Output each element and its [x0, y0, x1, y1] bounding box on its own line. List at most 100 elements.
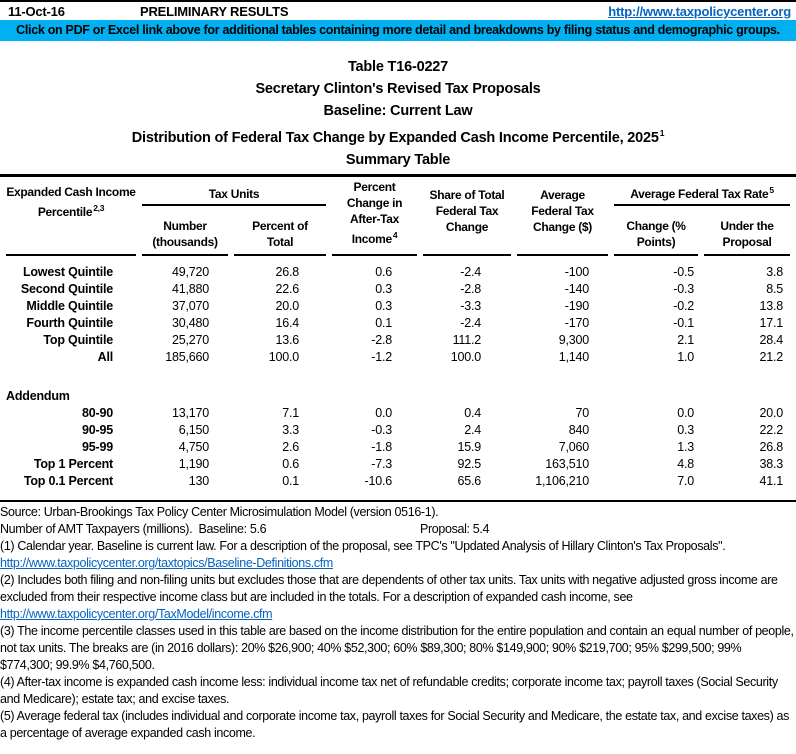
header-share-of-total: Share of Total Federal Tax Change	[423, 178, 512, 256]
cell: 0.3	[375, 281, 393, 296]
preliminary-results-label: PRELIMINARY RESULTS	[140, 4, 289, 19]
cell: 0.3	[677, 422, 695, 437]
header-average-tax-change: Average Federal Tax Change ($)	[517, 178, 609, 256]
footnote: (5) Average federal tax (includes indivi…	[0, 708, 790, 740]
cell: 6,150	[178, 422, 209, 437]
footnote-link-row: http://www.taxpolicycenter.org/TaxModel/…	[0, 606, 796, 623]
cell: 4,750	[178, 439, 209, 454]
note-link[interactable]: http://www.taxpolicycenter.org/taxtopics…	[0, 555, 333, 570]
cell: 9,300	[558, 332, 590, 347]
cell: 22.2	[759, 422, 784, 437]
cell: 0.6	[282, 456, 300, 471]
distribution-title: Distribution of Federal Tax Change by Ex…	[131, 128, 665, 146]
header-under-the-proposal: Under the Proposal	[704, 206, 791, 256]
cell: 4.8	[677, 456, 695, 471]
amt-taxpayers-row: Number of AMT Taxpayers (millions). Base…	[0, 521, 796, 538]
cell: -170	[564, 315, 590, 330]
cell: 92.5	[457, 456, 482, 471]
cell: 26.8	[759, 439, 784, 454]
footnote: (1) Calendar year. Baseline is current l…	[0, 538, 726, 553]
footnotes: Source: Urban-Brookings Tax Policy Cente…	[0, 504, 796, 742]
table-row: Top 1 Percent 1,190 0.6 -7.3 92.5 163,510 4.8 3…	[6, 456, 790, 473]
cell: 22.6	[275, 281, 300, 296]
cell: 7.0	[677, 473, 695, 488]
summary-table: Expanded Cash Income Percentile2,3 Tax U…	[0, 178, 796, 490]
cell: 17.1	[759, 315, 784, 330]
cell: 0.1	[282, 473, 300, 488]
spacer	[6, 366, 790, 388]
row-label: All	[97, 349, 114, 364]
table-row: Lowest Quintile 49,720 26.8 0.6 -2.4 -100 -0.5…	[6, 264, 790, 281]
table-row: Fourth Quintile 30,480 16.4 0.1 -2.4 -170 -0.1…	[6, 315, 790, 332]
cell: 2.4	[464, 422, 482, 437]
addendum-label: Addendum	[6, 388, 70, 403]
cell: -0.3	[673, 281, 695, 296]
cell: 8.5	[766, 281, 784, 296]
cell: -0.5	[673, 264, 695, 279]
table-row: Top Quintile 25,270 13.6 -2.8 111.2 9,300 2.1 2…	[6, 332, 790, 349]
row-label: Lowest Quintile	[22, 264, 113, 279]
cell: 130	[188, 473, 209, 488]
spacer-row	[6, 256, 790, 264]
cell: -2.8	[460, 281, 482, 296]
note-link[interactable]: http://www.taxpolicycenter.org/TaxModel/…	[0, 606, 273, 621]
footnote: (3) The income percentile classes used i…	[0, 623, 794, 672]
cell: 185,660	[165, 349, 209, 364]
cell: 65.6	[457, 473, 482, 488]
cell: -7.3	[371, 456, 393, 471]
amt-proposal-label: Proposal: 5.4	[420, 521, 490, 536]
addendum-label-row: Addendum	[6, 388, 790, 405]
cell: 0.1	[375, 315, 393, 330]
cell: 163,510	[545, 456, 590, 471]
table-row: Top 0.1 Percent 130 0.1 -10.6 65.6 1,106,210 7…	[6, 473, 790, 490]
table-number-title: Table T16-0227	[347, 59, 449, 75]
table-row: Middle Quintile 37,070 20.0 0.3 -3.3 -190 -0.2…	[6, 298, 790, 315]
cell: 111.2	[452, 332, 482, 347]
tpc-url-link[interactable]: http://www.taxpolicycenter.org	[608, 4, 791, 19]
cell: 100.0	[450, 349, 482, 364]
table-row: 95-99 4,750 2.6 -1.8 15.9 7,060 1.3 26.8	[6, 439, 790, 456]
cell: -2.4	[460, 315, 482, 330]
row-label: Top 1 Percent	[33, 456, 113, 471]
summary-table-title: Summary Table	[345, 151, 451, 168]
table-row: 90-95 6,150 3.3 -0.3 2.4 840 0.3 22.2	[6, 422, 790, 439]
cell: 15.9	[457, 439, 482, 454]
cell: 41.1	[759, 473, 784, 488]
table-row: Second Quintile 41,880 22.6 0.3 -2.8 -140 -0.3…	[6, 281, 790, 298]
cell: 37,070	[171, 298, 209, 313]
cell: 7.1	[282, 405, 300, 420]
cell: 21.2	[759, 349, 784, 364]
cell: -3.3	[460, 298, 482, 313]
row-label: 90-95	[82, 422, 113, 437]
cell: 100.0	[268, 349, 300, 364]
cell: 3.8	[766, 264, 784, 279]
proposal-title: Secretary Clinton's Revised Tax Proposal…	[255, 81, 541, 97]
cell: 0.6	[375, 264, 393, 279]
cell: -1.8	[371, 439, 393, 454]
masthead: 11-Oct-16 PRELIMINARY RESULTS http://www…	[0, 0, 796, 20]
cell: 0.0	[677, 405, 695, 420]
cell: 0.0	[375, 405, 393, 420]
header-group-tax-units: Tax Units	[142, 178, 327, 206]
row-label: Top Quintile	[43, 332, 113, 347]
cell: -2.8	[371, 332, 393, 347]
cell: 2.1	[677, 332, 695, 347]
table-title-block: Table T16-0227 Secretary Clinton's Revis…	[0, 56, 796, 171]
row-label: 80-90	[82, 405, 113, 420]
footnote: Source: Urban-Brookings Tax Policy Cente…	[0, 504, 439, 519]
cell: 41,880	[171, 281, 209, 296]
cell: -0.1	[673, 315, 695, 330]
cell: 26.8	[275, 264, 300, 279]
cell: 16.4	[275, 315, 300, 330]
cell: 13,170	[171, 405, 209, 420]
footnote-link-row: http://www.taxpolicycenter.org/taxtopics…	[0, 555, 796, 572]
cell: 3.3	[282, 422, 300, 437]
header-number-thousands: Number (thousands)	[142, 206, 228, 256]
cell: -140	[564, 281, 590, 296]
cell: 25,270	[171, 332, 209, 347]
table-row: All 185,660 100.0 -1.2 100.0 1,140 1.0 21.2	[6, 349, 790, 366]
info-banner: Click on PDF or Excel link above for add…	[0, 20, 796, 41]
cell: 20.0	[759, 405, 784, 420]
row-label: Top 0.1 Percent	[23, 473, 113, 488]
table-body: Lowest Quintile 49,720 26.8 0.6 -2.4 -100 -0.5…	[6, 256, 790, 490]
